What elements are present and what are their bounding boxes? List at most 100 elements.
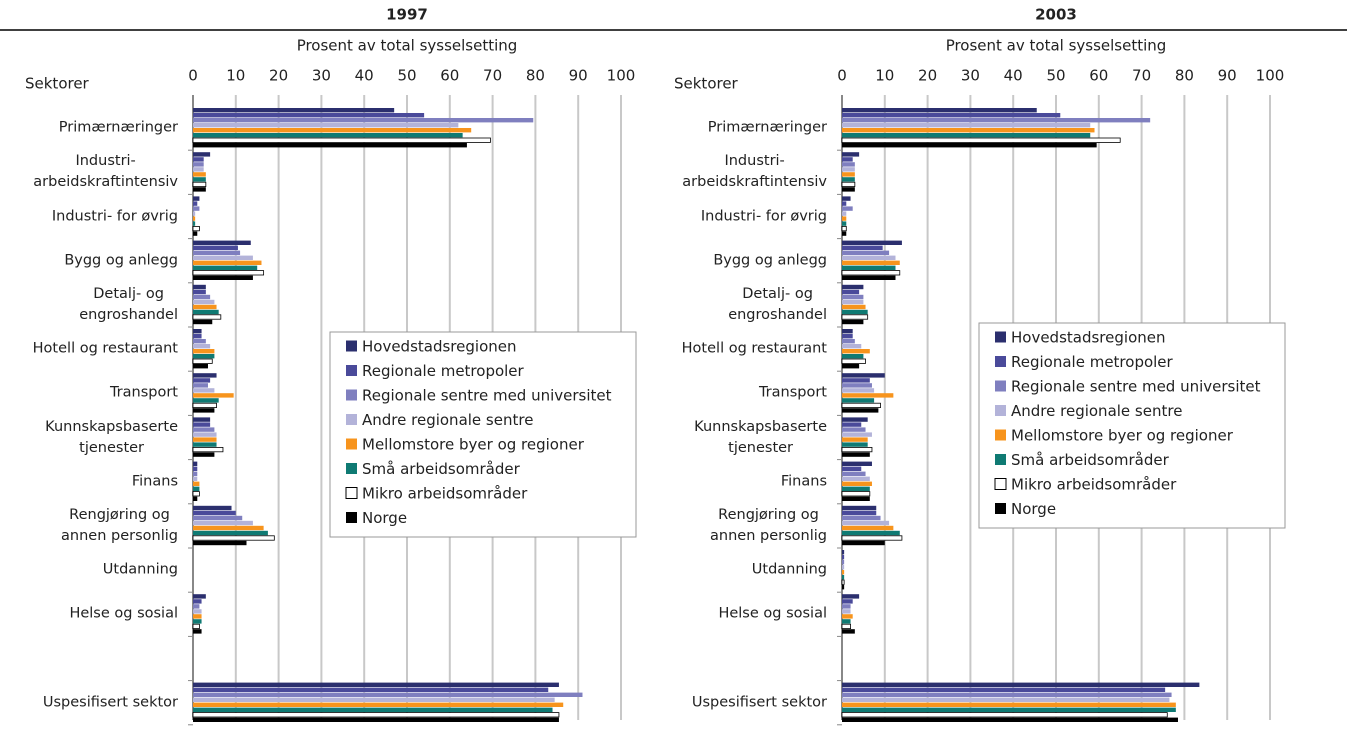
bar bbox=[842, 540, 885, 546]
bar bbox=[842, 525, 894, 531]
legend-label: Mellomstore byer og regioner bbox=[362, 436, 585, 454]
bar bbox=[193, 437, 217, 442]
category-label: Rengjøring og annen personlig bbox=[710, 506, 827, 544]
bar bbox=[193, 383, 208, 388]
bar bbox=[842, 687, 1166, 692]
bar bbox=[193, 128, 472, 133]
bar bbox=[842, 255, 896, 260]
x-tick-label: 30 bbox=[312, 67, 331, 85]
bar bbox=[193, 172, 206, 177]
category-label: Utdanning bbox=[751, 561, 827, 578]
x-tick-label: 0 bbox=[188, 67, 198, 85]
x-tick-label: 20 bbox=[269, 67, 288, 85]
bar bbox=[842, 471, 866, 476]
bar bbox=[193, 614, 202, 619]
bar bbox=[193, 364, 208, 369]
x-tick-label: 20 bbox=[918, 67, 937, 85]
bar bbox=[841, 535, 903, 541]
bar bbox=[193, 461, 198, 466]
x-tick-label: 0 bbox=[837, 67, 847, 85]
bar bbox=[193, 398, 219, 403]
bar bbox=[193, 289, 206, 295]
bar bbox=[192, 535, 275, 541]
x-tick-label: 30 bbox=[961, 67, 980, 85]
bar bbox=[193, 682, 559, 687]
bar bbox=[842, 437, 868, 442]
bar bbox=[842, 609, 851, 614]
bar bbox=[842, 216, 847, 221]
bar bbox=[193, 393, 234, 398]
category-label: Industri- arbeidskraftintensiv bbox=[682, 153, 827, 191]
bar bbox=[842, 284, 864, 290]
bar bbox=[842, 289, 860, 295]
bar bbox=[192, 181, 207, 187]
legend-label: Små arbeidsområder bbox=[1011, 451, 1170, 469]
bar bbox=[842, 334, 853, 339]
x-tick-label: 80 bbox=[1175, 67, 1194, 85]
bar bbox=[193, 319, 213, 325]
bar bbox=[842, 398, 875, 403]
bar bbox=[842, 123, 1091, 128]
bar bbox=[842, 329, 853, 334]
category-label: Hotell og restaurant bbox=[32, 340, 178, 357]
bar bbox=[193, 594, 206, 599]
bar bbox=[842, 388, 875, 393]
bar bbox=[193, 133, 463, 138]
bar bbox=[193, 427, 215, 432]
category-label: Helse og sosial bbox=[718, 605, 827, 622]
bar bbox=[842, 629, 855, 634]
x-tick-label: 50 bbox=[397, 67, 416, 85]
bar bbox=[842, 486, 870, 491]
bar bbox=[842, 707, 1176, 712]
bar bbox=[842, 167, 855, 172]
bar bbox=[841, 491, 871, 497]
bar bbox=[842, 240, 902, 245]
legend-swatch bbox=[346, 414, 357, 425]
category-label: Industri- for øvrig bbox=[700, 208, 827, 224]
bar bbox=[193, 344, 211, 349]
bar bbox=[193, 143, 467, 148]
bar bbox=[842, 496, 870, 501]
bar bbox=[193, 481, 200, 486]
x-tick-label: 40 bbox=[1004, 67, 1023, 85]
legend-label: Norge bbox=[1011, 500, 1056, 518]
category-label: Detalj- og engroshandel bbox=[728, 285, 827, 323]
bar bbox=[193, 250, 241, 255]
bar bbox=[192, 402, 217, 409]
bar bbox=[842, 702, 1176, 707]
bar bbox=[842, 157, 853, 162]
legend-label: Små arbeidsområder bbox=[362, 460, 521, 478]
bar bbox=[193, 692, 583, 697]
bar bbox=[193, 717, 559, 722]
legend-swatch bbox=[994, 478, 1007, 490]
bar bbox=[193, 476, 198, 481]
bar bbox=[193, 496, 198, 501]
bar bbox=[842, 560, 845, 565]
bar bbox=[192, 270, 265, 276]
bar bbox=[193, 629, 202, 634]
legend-box bbox=[329, 331, 637, 538]
bar bbox=[193, 206, 200, 211]
bar bbox=[193, 417, 211, 422]
bar bbox=[193, 201, 198, 206]
bar bbox=[193, 196, 200, 201]
bar bbox=[193, 510, 236, 516]
bar bbox=[193, 304, 217, 310]
y-axis-label: Sektorer bbox=[25, 75, 90, 93]
category-label: Uspesifisert sektor bbox=[42, 694, 178, 711]
legend-label: Hovedstadsregionen bbox=[1011, 329, 1165, 347]
bar bbox=[842, 505, 877, 511]
bar bbox=[842, 466, 862, 471]
legend-label: Mellomstore byer og regioner bbox=[1011, 427, 1234, 445]
legend-swatch bbox=[995, 331, 1006, 343]
bar bbox=[193, 265, 258, 270]
bar bbox=[193, 245, 238, 250]
x-tick-label: 80 bbox=[526, 67, 545, 85]
bar bbox=[192, 491, 200, 497]
bar bbox=[193, 123, 459, 128]
bar bbox=[193, 309, 219, 315]
bar bbox=[842, 594, 860, 599]
bar bbox=[841, 225, 847, 232]
bar bbox=[842, 309, 868, 315]
x-tick-label: 70 bbox=[1132, 67, 1151, 85]
